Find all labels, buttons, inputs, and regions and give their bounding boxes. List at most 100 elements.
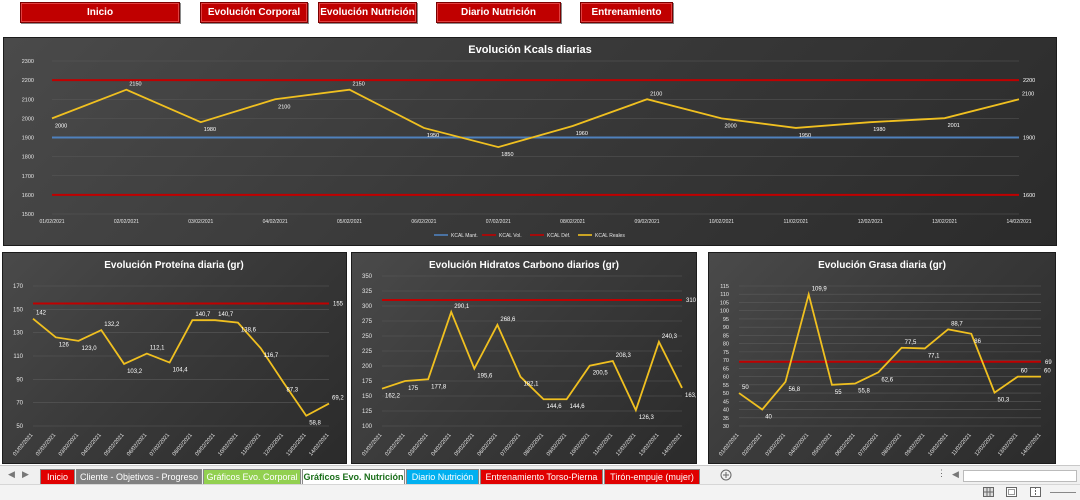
nav-inicio-button[interactable]: Inicio — [20, 2, 180, 23]
kcal-ytick: 1500 — [22, 212, 34, 218]
kcal-title: Evolución Kcals diarias — [468, 44, 592, 56]
grasa-data-label: 62,6 — [881, 377, 893, 383]
hidratos-xtick: 01/02/2021 — [361, 432, 383, 457]
kcal-end-label: 2200 — [1023, 78, 1035, 84]
proteina-xtick: 11/02/2021 — [240, 432, 262, 457]
kcal-data-label: 1850 — [501, 152, 513, 158]
proteina-xtick: 14/02/2021 — [308, 432, 330, 457]
grasa-ytick: 80 — [723, 342, 729, 348]
hidratos-xtick: 09/02/2021 — [546, 432, 568, 457]
kcal-xtick: 06/02/2021 — [411, 219, 436, 225]
nav-evolucion-corporal-button[interactable]: Evolución Corporal — [200, 2, 308, 23]
hidratos-data-label: 162,2 — [385, 394, 401, 400]
hidratos-xtick: 11/02/2021 — [592, 432, 614, 457]
proteina-xtick: 05/02/2021 — [103, 432, 125, 457]
kcal-xtick: 10/02/2021 — [709, 219, 734, 225]
kcal-data-label: 1980 — [204, 127, 216, 133]
grasa-xtick: 13/02/2021 — [997, 432, 1019, 457]
horizontal-scrollbar[interactable] — [963, 470, 1077, 482]
proteina-data-label: 140,7 — [195, 312, 211, 318]
hidratos-xtick: 12/02/2021 — [615, 432, 637, 457]
grasa-xtick: 03/02/2021 — [765, 432, 787, 457]
sheet-tab-6[interactable]: Tirón-empuje (mujer) — [604, 469, 700, 485]
proteina-xtick: 10/02/2021 — [217, 432, 239, 457]
kcal-ytick: 1900 — [22, 136, 34, 142]
hidratos-xtick: 06/02/2021 — [477, 432, 499, 457]
proteina-series-line — [32, 317, 330, 417]
grasa-data-label: 55,8 — [858, 389, 870, 395]
kcal-xtick: 03/02/2021 — [188, 219, 213, 225]
grasa-xtick: 11/02/2021 — [951, 432, 973, 457]
more-options-icon[interactable]: ⋮ — [937, 468, 946, 478]
kcal-legend-label: KCAL Déf. — [547, 233, 570, 239]
kcal-data-label: 2100 — [1022, 91, 1034, 97]
nav-evolucion-nutricion-button[interactable]: Evolución Nutrición — [318, 2, 417, 23]
proteina-xtick: 09/02/2021 — [194, 432, 216, 457]
proteina-data-label: 123,0 — [82, 346, 98, 352]
grasa-series-line — [738, 290, 1041, 411]
grasa-ytick: 40 — [723, 408, 729, 414]
nav-diario-nutricion-button[interactable]: Diario Nutrición — [436, 2, 561, 23]
hidratos-ytick: 300 — [362, 304, 373, 310]
grid-icon[interactable] — [983, 487, 994, 497]
grasa-data-label: 50 — [742, 385, 749, 391]
proteina-chart-panel: Evolución Proteína diaria (gr) 50 70 90 110 1… — [2, 252, 347, 464]
proteina-ytick: 130 — [13, 331, 24, 337]
kcal-xtick: 12/02/2021 — [858, 219, 883, 225]
kcal-ytick: 1700 — [22, 174, 34, 180]
kcal-ytick: 2200 — [22, 78, 34, 84]
grasa-xtick: 09/02/2021 — [904, 432, 926, 457]
grasa-data-label: 88,7 — [951, 321, 963, 327]
sheet-tab-1[interactable]: Cliente - Objetivos - Progreso — [76, 469, 202, 485]
hidratos-data-label: 208,3 — [616, 353, 632, 359]
grasa-data-label: 77,1 — [928, 353, 940, 359]
grasa-ytick: 55 — [723, 383, 729, 389]
kcal-data-label: 2000 — [55, 123, 67, 129]
proteina-ytick: 50 — [16, 424, 23, 430]
grasa-xtick: 05/02/2021 — [811, 432, 833, 457]
page-break-icon[interactable] — [1030, 487, 1041, 497]
sheet-tab-4[interactable]: Diario Nutrición — [406, 469, 479, 485]
proteina-data-label: 58,8 — [309, 421, 321, 427]
hidratos-chart-panel: Evolución Hidratos Carbono diarios (gr) 1… — [351, 252, 697, 464]
grasa-ytick: 30 — [723, 424, 729, 430]
status-bar — [0, 484, 1080, 500]
sheet-tab-0[interactable]: Inicio — [40, 469, 75, 485]
grasa-ytick: 115 — [720, 284, 729, 290]
plus-circle-icon[interactable] — [720, 469, 732, 481]
hidratos-ytick: 125 — [362, 409, 373, 415]
hidratos-xtick: 04/02/2021 — [430, 432, 452, 457]
hidratos-ytick: 225 — [362, 349, 373, 355]
proteina-chart: Evolución Proteína diaria (gr) 50 70 90 110 1… — [12, 260, 344, 457]
sheet-tab-5[interactable]: Entrenamiento Torso-Pierna — [480, 469, 603, 485]
hidratos-data-label: 195,6 — [477, 374, 493, 380]
proteina-data-label: 87,3 — [286, 387, 298, 393]
kcal-end-label: 1900 — [1023, 136, 1035, 142]
grasa-data-label: 60 — [1044, 369, 1051, 375]
hidratos-data-label: 200,5 — [593, 371, 609, 377]
proteina-data-label: 140,7 — [218, 312, 234, 318]
proteina-data-label: 132,2 — [104, 322, 120, 328]
hidratos-ytick: 100 — [362, 424, 373, 430]
tab-scroll-left-icon[interactable]: ◀ — [8, 469, 15, 479]
hidratos-xtick: 07/02/2021 — [500, 432, 522, 457]
hidratos-xtick: 10/02/2021 — [569, 432, 591, 457]
hscroll-left-icon[interactable]: ◀ — [952, 469, 959, 479]
hidratos-data-label: 126,3 — [639, 415, 655, 421]
proteina-ytick: 90 — [16, 377, 23, 383]
tab-scroll-right-icon[interactable]: ▶ — [22, 469, 29, 479]
proteina-xtick: 02/02/2021 — [35, 432, 57, 457]
hidratos-chart: Evolución Hidratos Carbono diarios (gr) 1… — [361, 260, 696, 457]
kcal-xtick: 09/02/2021 — [635, 219, 660, 225]
proteina-xtick: 03/02/2021 — [58, 432, 80, 457]
nav-entrenamiento-button[interactable]: Entrenamiento — [580, 2, 673, 23]
sheet-tab-2[interactable]: Gráficos Evo. Corporal — [203, 469, 301, 485]
grasa-data-label: 55 — [835, 390, 842, 396]
kcal-data-label: 1950 — [799, 133, 811, 139]
page-layout-icon[interactable] — [1006, 487, 1017, 497]
zoom-slider[interactable] — [1050, 492, 1076, 493]
grasa-data-label: 56,8 — [788, 387, 800, 393]
hidratos-data-label: 163,4 — [685, 393, 696, 399]
hidratos-ytick: 275 — [362, 319, 373, 325]
hidratos-data-label: 240,3 — [662, 334, 678, 340]
